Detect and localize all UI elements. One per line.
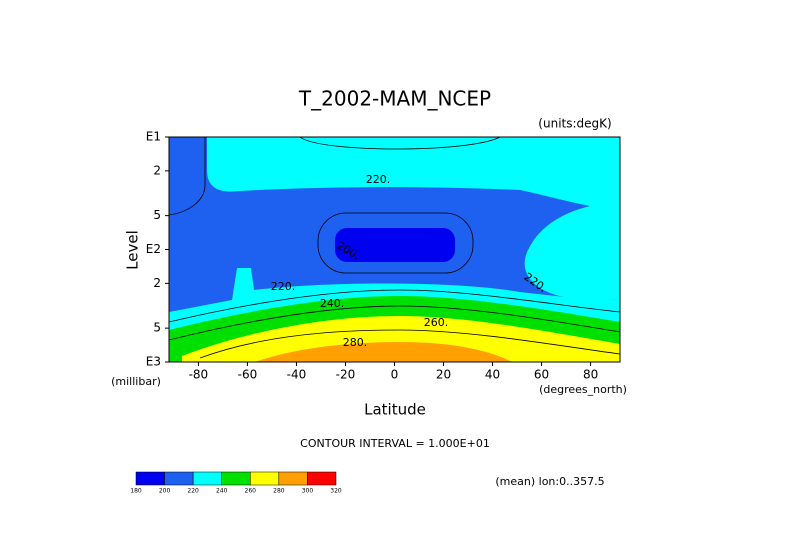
y-tick-label: E3 bbox=[146, 355, 161, 369]
contour-label: 220. bbox=[366, 173, 391, 186]
colorbar-box bbox=[278, 471, 308, 486]
x-tick-label: -20 bbox=[336, 368, 356, 382]
colorbar-label: 200 bbox=[159, 488, 171, 495]
y-units: (millibar) bbox=[111, 375, 161, 388]
colorbar-box bbox=[307, 471, 337, 486]
colorbar-box bbox=[192, 471, 222, 486]
colorbar-box bbox=[221, 471, 251, 486]
colorbar-box bbox=[250, 471, 280, 486]
contour-label: 220. bbox=[271, 280, 296, 293]
x-tick-label: 60 bbox=[534, 368, 549, 382]
x-tick-label: -40 bbox=[287, 368, 307, 382]
contour-line bbox=[299, 136, 501, 150]
colorbar-label: 240 bbox=[216, 488, 228, 495]
x-tick-label: -60 bbox=[238, 368, 258, 382]
x-tick-label: 20 bbox=[436, 368, 451, 382]
x-axis-title: Latitude bbox=[364, 401, 426, 419]
x-units: (degrees_north) bbox=[539, 383, 627, 396]
region bbox=[335, 228, 455, 262]
colorbar-label: 220 bbox=[187, 488, 199, 495]
colorbar-label: 300 bbox=[302, 488, 314, 495]
colorbar-label: 180 bbox=[130, 488, 142, 495]
contour-line bbox=[168, 137, 206, 216]
units-label: (units:degK) bbox=[538, 117, 611, 131]
y-tick-label: 2 bbox=[153, 163, 161, 177]
colorbar-label: 280 bbox=[273, 488, 285, 495]
y-axis-title: Level bbox=[124, 230, 142, 270]
chart-title: T_2002-MAM_NCEP bbox=[298, 87, 491, 111]
colorbar-label: 320 bbox=[330, 488, 342, 495]
contour-label: 280. bbox=[343, 336, 368, 349]
x-tick-label: 0 bbox=[391, 368, 399, 382]
contour-line bbox=[168, 289, 621, 323]
x-tick-label: 40 bbox=[485, 368, 500, 382]
plot-area bbox=[168, 136, 621, 363]
region bbox=[207, 137, 620, 300]
y-tick-label: E1 bbox=[146, 130, 161, 144]
region bbox=[182, 316, 620, 362]
y-tick-label: E2 bbox=[146, 242, 161, 256]
y-tick-label: 2 bbox=[153, 276, 161, 290]
y-tick-label: 5 bbox=[153, 208, 161, 222]
contour-label: 240. bbox=[320, 297, 345, 310]
region bbox=[255, 342, 512, 362]
colorbar-box bbox=[164, 471, 194, 486]
note: (mean) lon:0..357.5 bbox=[495, 475, 604, 488]
contour-label: 260. bbox=[424, 316, 449, 329]
contour-line bbox=[317, 212, 474, 274]
x-tick-label: -80 bbox=[189, 368, 209, 382]
colorbar-box bbox=[135, 471, 165, 486]
contour-line bbox=[199, 329, 621, 359]
contour-line bbox=[168, 305, 621, 341]
y-tick-label: 5 bbox=[153, 321, 161, 335]
x-tick-label: 80 bbox=[583, 368, 598, 382]
colorbar-label: 260 bbox=[245, 488, 257, 495]
contour-interval: CONTOUR INTERVAL = 1.000E+01 bbox=[300, 437, 490, 450]
